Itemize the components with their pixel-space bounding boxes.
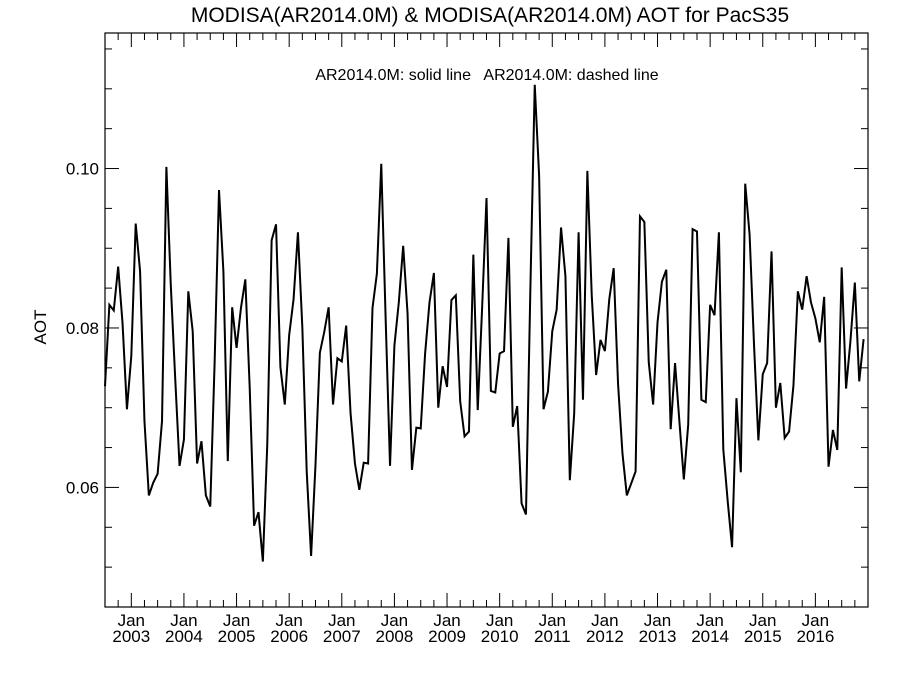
x-tick-label-month: Jan [749,611,776,630]
x-tick-label-month: Jan [696,611,723,630]
y-tick-label: 0.08 [66,319,99,338]
x-tick-label-year: 2014 [691,627,729,646]
x-tick-label-year: 2005 [218,627,256,646]
x-tick-label-month: Jan [802,611,829,630]
x-tick-label-month: Jan [118,611,145,630]
x-axis-ticks: Jan2003Jan2004Jan2005Jan2006Jan2007Jan20… [112,33,856,646]
x-tick-label-month: Jan [275,611,302,630]
x-tick-label-year: 2012 [586,627,624,646]
y-tick-label: 0.10 [66,160,99,179]
x-tick-label-year: 2011 [534,627,571,646]
x-tick-label-year: 2015 [744,627,782,646]
chart-title: MODISA(AR2014.0M) & MODISA(AR2014.0M) AO… [191,4,789,27]
x-tick-label-month: Jan [539,611,566,630]
x-tick-label-month: Jan [591,611,618,630]
x-tick-label-year: 2006 [270,627,308,646]
x-tick-label-year: 2016 [796,627,834,646]
x-tick-label-month: Jan [381,611,408,630]
x-tick-label-year: 2010 [481,627,519,646]
x-tick-label-month: Jan [644,611,671,630]
x-tick-label-year: 2003 [112,627,150,646]
series-layer [104,84,865,562]
x-tick-label-month: Jan [223,611,250,630]
y-axis-label: AOT [31,310,50,345]
x-tick-label-year: 2008 [375,627,413,646]
x-tick-label-year: 2007 [323,627,361,646]
x-tick-label-month: Jan [328,611,355,630]
x-tick-label-month: Jan [486,611,513,630]
x-tick-label-year: 2013 [639,627,677,646]
x-tick-label-month: Jan [433,611,460,630]
series-line-solid [104,84,865,562]
y-axis-ticks: 0.06 0.08 0.10 [66,48,868,568]
x-tick-label-year: 2004 [165,627,203,646]
x-tick-label-month: Jan [170,611,197,630]
chart-annotation: AR2014.0M: solid line AR2014.0M: dashed … [315,67,658,84]
y-tick-label: 0.06 [66,478,99,497]
x-tick-label-year: 2009 [428,627,466,646]
